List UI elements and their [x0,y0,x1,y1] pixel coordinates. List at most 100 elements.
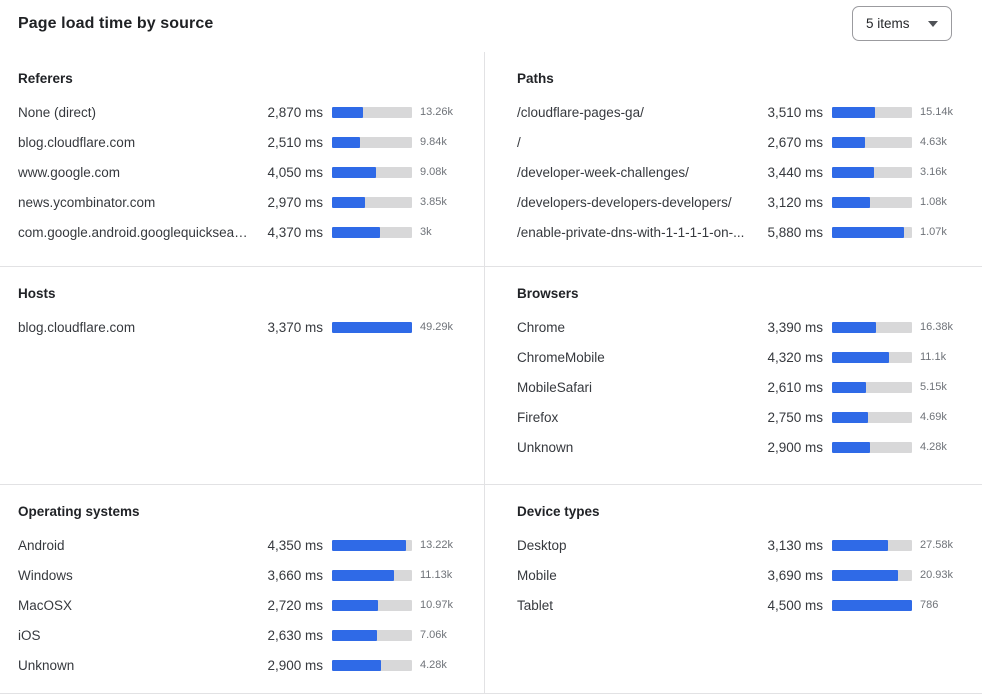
request-count: 9.08k [420,166,447,178]
metric-row[interactable]: ChromeMobile 4,320 ms 11.1k [517,342,970,372]
row-label: news.ycombinator.com [18,194,156,210]
metric-row[interactable]: com.google.android.googlequicksearc... 4,… [18,217,470,247]
page-title: Page load time by source [18,15,214,32]
row-label: /cloudflare-pages-ga/ [517,104,644,120]
metric-row[interactable]: blog.cloudflare.com 3,370 ms 49.29k [18,312,470,342]
load-time-bar-track [332,599,412,611]
load-time-value: 4,320 ms [767,349,823,365]
load-time-bar-fill [332,106,364,118]
load-time-bar-fill [832,539,888,551]
load-time-value: 3,510 ms [767,104,823,120]
paths-rows: /cloudflare-pages-ga/3,510 ms 15.14k / 2,67… [517,97,970,247]
row-label: Tablet [517,597,554,613]
panel-hosts: Hosts blog.cloudflare.com 3,370 ms 49.29k [0,267,485,485]
request-count: 9.84k [420,136,447,148]
operating-systems-rows: Android 4,350 ms 13.22k Windows 3,660 ms 11.1… [18,530,470,680]
panel-device-types: Device types Desktop 3,130 ms 27.58k Mobile… [485,485,982,694]
metric-row[interactable]: www.google.com 4,050 ms 9.08k [18,157,470,187]
load-time-bar-fill [332,321,412,333]
request-count: 3.16k [920,166,947,178]
load-time-bar-fill [332,196,365,208]
load-time-bar-track [832,106,912,118]
load-time-bar-track [832,136,912,148]
row-label: Android [18,537,65,553]
request-count: 4.28k [420,659,447,671]
metric-row[interactable]: Windows 3,660 ms 11.13k [18,560,470,590]
load-time-value: 4,050 ms [267,164,323,180]
row-label: Mobile [517,567,557,583]
load-time-bar-track [332,321,412,333]
row-label: None (direct) [18,104,97,120]
metric-row[interactable]: news.ycombinator.com 2,970 ms 3.85k [18,187,470,217]
load-time-value: 5,880 ms [767,224,823,240]
request-count: 15.14k [920,106,954,118]
row-label: MobileSafari [517,379,593,395]
request-count: 786 [920,599,939,611]
metric-row[interactable]: /developers-developers-developers/3,120 … [517,187,970,217]
row-label: ChromeMobile [517,349,605,365]
load-time-value: 3,440 ms [767,164,823,180]
metric-row[interactable]: iOS 2,630 ms 7.06k [18,620,470,650]
load-time-bar-track [332,539,412,551]
metric-row[interactable]: /enable-private-dns-with-1-1-1-1-on-... 5… [517,217,970,247]
row-label: iOS [18,627,41,643]
row-label: blog.cloudflare.com [18,134,136,150]
load-time-value: 4,500 ms [767,597,823,613]
load-time-bar-track [832,351,912,363]
load-time-value: 2,750 ms [767,409,823,425]
panel-title-hosts: Hosts [18,286,56,301]
load-time-value: 4,370 ms [267,224,323,240]
load-time-bar-track [332,226,412,238]
metric-row[interactable]: Mobile 3,690 ms 20.93k [517,560,970,590]
load-time-bar-track [332,136,412,148]
metric-row[interactable]: Firefox 2,750 ms 4.69k [517,402,970,432]
row-label: www.google.com [18,164,121,180]
load-time-bar-track [832,166,912,178]
load-time-bar-fill [332,226,380,238]
items-count-select[interactable]: 5 items [852,6,952,41]
load-time-value: 2,720 ms [267,597,323,613]
load-time-bar-fill [832,196,871,208]
metric-row[interactable]: Tablet 4,500 ms 786 [517,590,970,620]
request-count: 16.38k [920,321,954,333]
metric-row[interactable]: blog.cloudflare.com 2,510 ms 9.84k [18,127,470,157]
load-time-value: 2,510 ms [267,134,323,150]
load-time-bar-fill [332,659,382,671]
load-time-value: 3,390 ms [767,319,823,335]
metric-row[interactable]: Chrome 3,390 ms 16.38k [517,312,970,342]
metric-row[interactable]: Unknown 2,900 ms 4.28k [517,432,970,462]
load-time-bar-fill [332,599,379,611]
metric-row[interactable]: Unknown 2,900 ms 4.28k [18,650,470,680]
panel-paths: Paths /cloudflare-pages-ga/3,510 ms 15.14… [485,52,982,267]
request-count: 20.93k [920,569,954,581]
row-label: Unknown [517,439,574,455]
metric-row[interactable]: / 2,670 ms 4.63k [517,127,970,157]
request-count: 11.13k [420,569,453,581]
metric-row[interactable]: None (direct) 2,870 ms 13.26k [18,97,470,127]
metric-row[interactable]: /developer-week-challenges/3,440 ms 3.16k [517,157,970,187]
panel-title-paths: Paths [517,71,554,86]
request-count: 4.69k [920,411,947,423]
metric-row[interactable]: Android 4,350 ms 13.22k [18,530,470,560]
load-time-bar-fill [332,539,407,551]
row-label: blog.cloudflare.com [18,319,136,335]
metric-row[interactable]: Desktop 3,130 ms 27.58k [517,530,970,560]
metric-row[interactable]: MacOSX 2,720 ms 10.97k [18,590,470,620]
load-time-value: 3,120 ms [767,194,823,210]
request-count: 3k [420,226,432,238]
load-time-value: 2,670 ms [767,134,823,150]
row-label: MacOSX [18,597,73,613]
load-time-value: 3,130 ms [767,537,823,553]
panels-grid: Referers None (direct) 2,870 ms 13.26k blog… [0,52,982,694]
load-time-bar-fill [832,599,912,611]
metric-row[interactable]: MobileSafari 2,610 ms 5.15k [517,372,970,402]
load-time-bar-fill [332,629,377,641]
row-label: Unknown [18,657,75,673]
metric-row[interactable]: /cloudflare-pages-ga/3,510 ms 15.14k [517,97,970,127]
load-time-bar-track [332,659,412,671]
request-count: 11.1k [920,351,947,363]
request-count: 1.08k [920,196,947,208]
load-time-bar-track [832,321,912,333]
items-count-value: 5 items [866,16,910,31]
